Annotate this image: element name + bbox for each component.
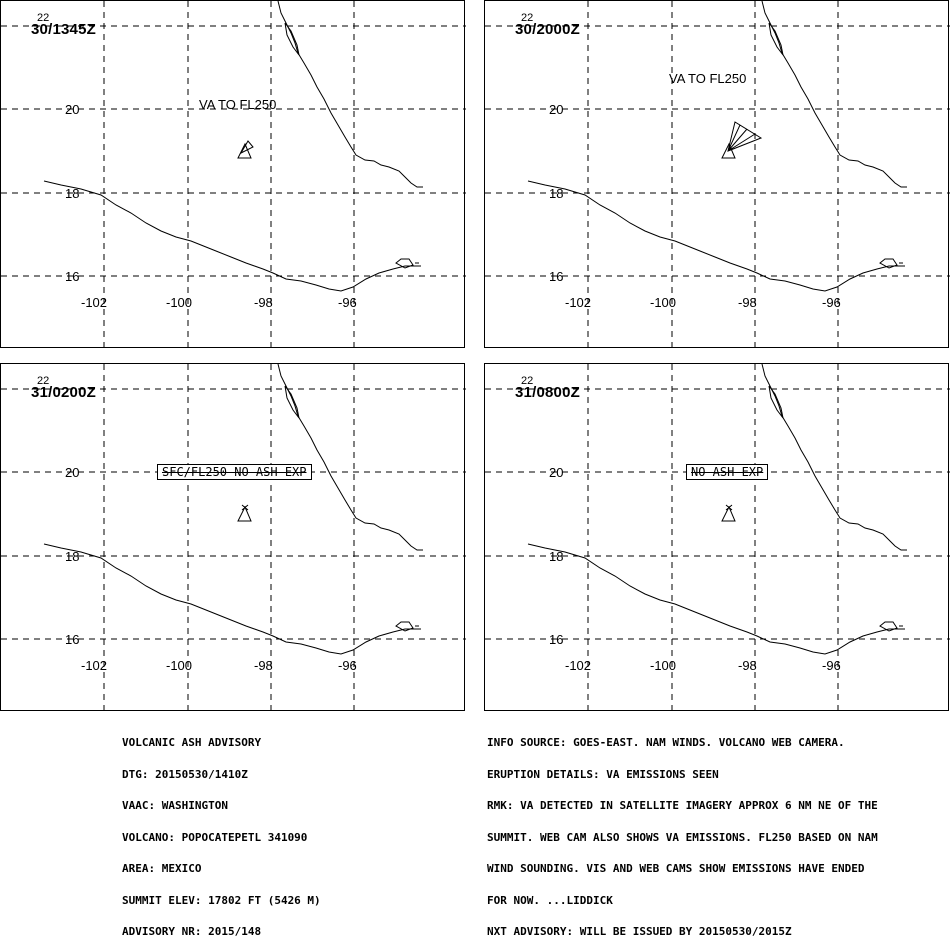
lagoon-shape	[284, 22, 300, 56]
advisory-line: SUMMIT ELEV: 17802 FT (5426 M)	[122, 893, 321, 907]
lon-tick-98: -98	[254, 658, 273, 673]
map-canvas	[485, 364, 950, 712]
lon-tick-98: -98	[738, 658, 757, 673]
panel-time: 30/1345Z	[31, 21, 96, 38]
gulf-coastline	[277, 364, 423, 551]
grid-lines	[485, 364, 950, 712]
coast-islands	[879, 621, 903, 632]
lon-tick-102: -102	[81, 658, 108, 673]
lat-tick-18: 18	[549, 549, 564, 564]
lat-tick-18: 18	[65, 549, 80, 564]
coast-islands	[395, 258, 419, 269]
grid-lines	[485, 1, 950, 349]
panel-time: 31/0200Z	[31, 384, 96, 401]
pacific-coastline	[527, 180, 905, 292]
panel-label: NO ASH EXP	[686, 464, 769, 480]
advisory-line: FOR NOW. ...LIDDICK	[487, 893, 613, 907]
coast-islands	[879, 258, 903, 269]
advisory-line: VAAC: WASHINGTON	[122, 799, 228, 812]
gulf-coastline	[761, 364, 907, 551]
lat-tick-20: 20	[549, 102, 564, 117]
volcano-marker	[721, 142, 736, 159]
lat-tick-20: 20	[65, 465, 80, 480]
panel-time: 30/2000Z	[515, 21, 580, 38]
lon-tick-96: -96	[822, 295, 841, 310]
ash-plume-large	[727, 121, 763, 152]
lon-tick-102: -102	[565, 295, 592, 310]
map-canvas	[1, 1, 466, 349]
lon-tick-100: -100	[166, 658, 193, 673]
advisory-header-block: VOLCANIC ASH ADVISORY DTG: 20150530/1410…	[122, 717, 321, 948]
lat-tick-16: 16	[549, 269, 564, 284]
pacific-coastline	[43, 543, 421, 655]
advisory-line: ADVISORY NR: 2015/148	[122, 925, 262, 938]
lat-tick-16: 16	[65, 269, 80, 284]
map-panel-4: 31/0800Z NO ASH EXP 22 20 18 16 -102 -10…	[484, 363, 950, 712]
lat-tick-20: 20	[65, 102, 80, 117]
advisory-line: NXT ADVISORY: WILL BE ISSUED BY 20150530…	[487, 925, 792, 938]
lon-tick-102: -102	[565, 658, 592, 673]
lagoon-shape	[768, 22, 784, 56]
lon-tick-98: -98	[738, 295, 757, 310]
map-panel-3: 31/0200Z SFC/FL250 NO ASH EXP 22 20 18 1…	[0, 363, 466, 712]
map-panel-2: 30/2000Z VA TO FL250 22 20 18 16 -102 -1…	[484, 0, 950, 349]
grid-lines	[1, 364, 466, 712]
lon-tick-100: -100	[166, 295, 193, 310]
lat-tick-22: 22	[37, 375, 50, 387]
advisory-line: DTG: 20150530/1410Z	[122, 767, 248, 781]
advisory-line: VOLCANIC ASH ADVISORY	[122, 736, 262, 749]
lon-tick-98: -98	[254, 295, 273, 310]
lagoon-shape	[284, 385, 300, 419]
gulf-coastline	[277, 1, 423, 188]
lat-tick-22: 22	[521, 375, 534, 387]
lat-tick-16: 16	[65, 632, 80, 647]
lon-tick-96: -96	[338, 658, 357, 673]
advisory-line: RMK: VA DETECTED IN SATELLITE IMAGERY AP…	[487, 799, 878, 812]
volcano-marker	[237, 504, 252, 522]
lon-tick-100: -100	[650, 658, 677, 673]
lat-tick-16: 16	[549, 632, 564, 647]
pacific-coastline	[43, 180, 421, 292]
advisory-line: WIND SOUNDING. VIS AND WEB CAMS SHOW EMI…	[487, 862, 865, 875]
map-canvas	[1, 364, 466, 712]
lon-tick-100: -100	[650, 295, 677, 310]
map-panel-1: 30/1345Z VA TO FL250 22 20 18 16 -102 -1…	[0, 0, 466, 349]
lon-tick-96: -96	[822, 658, 841, 673]
lon-tick-96: -96	[338, 295, 357, 310]
volcano-marker	[721, 504, 736, 522]
lat-tick-20: 20	[549, 465, 564, 480]
panel-time: 31/0800Z	[515, 384, 580, 401]
lagoon-shape	[768, 385, 784, 419]
ash-plume-small	[239, 140, 254, 155]
advisory-line: SUMMIT. WEB CAM ALSO SHOWS VA EMISSIONS.…	[487, 830, 878, 844]
lon-tick-102: -102	[81, 295, 108, 310]
advisory-line: ERUPTION DETAILS: VA EMISSIONS SEEN	[487, 767, 719, 781]
gulf-coastline	[761, 1, 907, 188]
panel-label: SFC/FL250 NO ASH EXP	[157, 464, 312, 480]
advisory-line: VOLCANO: POPOCATEPETL 341090	[122, 830, 308, 844]
panel-label: VA TO FL250	[669, 71, 747, 86]
pacific-coastline	[527, 543, 905, 655]
coast-islands	[395, 621, 419, 632]
lat-tick-18: 18	[549, 186, 564, 201]
panel-label: VA TO FL250	[199, 97, 277, 112]
advisory-details-block: INFO SOURCE: GOES-EAST. NAM WINDS. VOLCA…	[487, 717, 878, 948]
map-canvas	[485, 1, 950, 349]
volcano-marker	[237, 142, 252, 159]
advisory-line: INFO SOURCE: GOES-EAST. NAM WINDS. VOLCA…	[487, 736, 845, 749]
advisory-line: AREA: MEXICO	[122, 862, 202, 875]
lat-tick-18: 18	[65, 186, 80, 201]
lat-tick-22: 22	[521, 12, 534, 24]
lat-tick-22: 22	[37, 12, 50, 24]
grid-lines	[1, 1, 466, 349]
